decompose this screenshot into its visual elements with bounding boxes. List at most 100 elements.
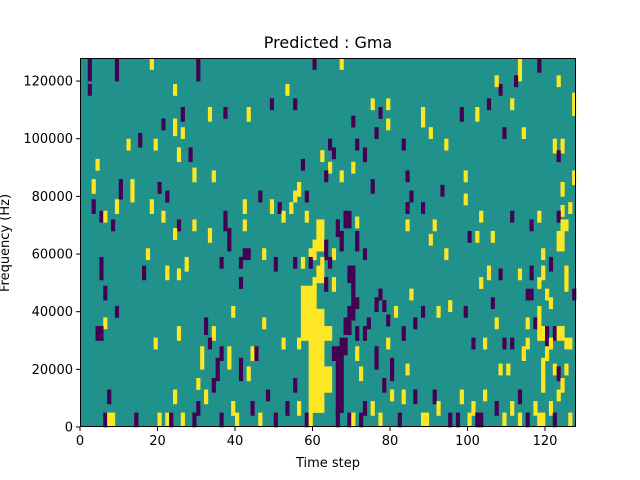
heatmap-cell [556,150,561,163]
heatmap-cell [355,346,360,361]
heatmap-cell [370,179,375,194]
heatmap-cell [390,389,395,402]
heatmap-cell [479,210,484,223]
heatmap-cell [184,256,189,272]
heatmap-cell [494,75,499,88]
heatmap-cell [138,132,143,148]
heatmap-cell [273,256,278,272]
heatmap-cell [134,412,139,428]
heatmap-cell [560,377,565,393]
heatmap-cell [545,326,550,350]
heatmap-cell [374,346,379,370]
heatmap-cell [173,118,178,137]
heatmap-cell [328,366,333,393]
heatmap-cell [277,202,282,214]
heatmap-cell [498,268,503,281]
heatmap-cell [568,412,573,428]
heatmap-cell [572,170,577,186]
heatmap-cell [289,202,294,214]
heatmap-cell [564,219,569,232]
heatmap-cell [351,277,356,292]
heatmap-cell [537,277,542,289]
heatmap-cell [343,317,348,336]
heatmap-cell [405,170,410,183]
heatmap-cell [293,98,298,111]
heatmap-cell [351,305,356,321]
heatmap-cell [238,277,244,289]
heatmap-cell [560,138,565,154]
heatmap-cell [444,248,449,261]
heatmap-cell [304,210,309,223]
heatmap-cell [428,127,433,140]
heatmap-cell [479,277,484,289]
heatmap-cell [328,161,333,174]
heatmap-cell [118,179,123,200]
heatmap-cell [382,377,387,393]
heatmap-cell [548,256,554,272]
heatmap-cell [114,199,120,214]
heatmap-cell [568,337,573,350]
heatmap-cell [386,314,391,327]
heatmap-cell [149,58,154,70]
heatmap-cell [145,248,151,261]
heatmap-cell [397,412,402,428]
heatmap-cell [300,256,306,269]
heatmap-cell [316,308,321,413]
heatmap-cell [281,210,286,223]
heatmap-cell [165,190,170,203]
heatmap-cell [304,285,309,301]
heatmap-cell [103,317,108,330]
heatmap-cell [432,389,437,405]
heatmap-cell [479,412,484,428]
heatmap-cell [517,268,523,281]
heatmap-cell [521,346,526,361]
heatmap-cell [293,190,298,203]
heatmap-cell [347,412,352,428]
heatmap-cell [242,199,247,214]
x-tick-label: 40 [227,434,244,449]
heatmap-cell [471,337,476,350]
heatmap-cell [545,346,550,361]
heatmap-cell [510,98,515,111]
heatmap-cell [502,127,507,140]
heatmap-cell [328,138,333,151]
heatmap-cell [421,202,426,214]
heatmap-cell [552,412,557,428]
heatmap-cell [95,158,100,171]
heatmap-cell [362,326,368,341]
heatmap-cell [192,412,197,428]
heatmap-cell [459,107,464,122]
axes-frame [80,58,576,427]
heatmap-cell [308,412,313,428]
heatmap-cell [331,147,337,160]
heatmap-cell [572,92,577,116]
heatmap-cell [223,210,228,232]
heatmap-cell [300,285,306,301]
heatmap-cell [355,326,360,341]
heatmap-cell [359,412,364,428]
heatmap-cell [440,184,445,197]
heatmap-cell [471,401,476,416]
heatmap-cell [297,401,302,416]
heatmap-cell [537,58,542,73]
heatmap-cell [359,366,364,382]
heatmap-cell [560,205,565,217]
heatmap-cell [529,219,534,232]
heatmap-cell [211,170,216,183]
heatmap-cell [242,219,247,232]
heatmap-cell [83,135,89,148]
heatmap-cell [529,265,534,281]
heatmap-cell [180,412,185,428]
x-tick-label: 120 [533,434,558,449]
heatmap-cell [490,297,495,310]
heatmap-cell [219,256,224,269]
heatmap-cell [242,248,247,261]
heatmap-cell [254,346,259,361]
heatmap-cell [351,265,356,284]
heatmap-cell [149,199,154,214]
heatmap-cell [374,127,379,140]
heatmap-cell [413,389,418,405]
heatmap-cell [506,363,511,376]
heatmap-cell [556,389,561,402]
heatmap-cell [355,297,360,310]
